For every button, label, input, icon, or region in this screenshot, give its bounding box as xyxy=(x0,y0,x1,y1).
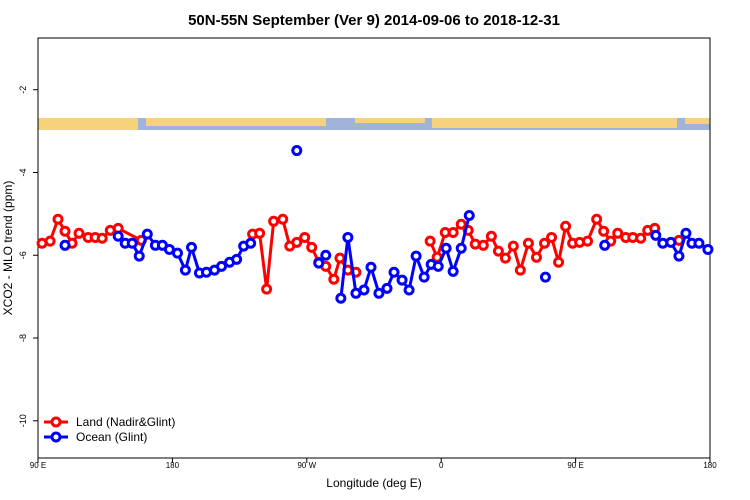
series-marker xyxy=(334,252,346,264)
series-marker xyxy=(410,250,422,262)
land-ocean-strip xyxy=(38,118,710,130)
series-marker xyxy=(306,241,318,253)
legend-label: Ocean (Glint) xyxy=(76,430,147,444)
series-marker xyxy=(291,236,303,248)
series-marker xyxy=(463,210,475,222)
series-marker xyxy=(73,227,85,239)
series-marker xyxy=(635,232,647,244)
series-marker xyxy=(598,225,610,237)
series-marker xyxy=(133,250,145,262)
series-marker xyxy=(320,249,332,261)
series-marker xyxy=(126,237,138,249)
series-marker xyxy=(44,235,56,247)
series-marker xyxy=(388,266,400,278)
series-marker xyxy=(560,220,572,232)
series-marker xyxy=(335,292,347,304)
series-marker xyxy=(455,218,467,230)
series-marker xyxy=(530,251,542,263)
series-marker xyxy=(59,225,71,237)
series-marker xyxy=(418,271,430,283)
legend-marker xyxy=(50,431,62,443)
series-marker xyxy=(553,256,565,268)
series-marker xyxy=(328,273,340,285)
series-marker xyxy=(254,227,266,239)
series-marker xyxy=(313,257,325,269)
series-marker xyxy=(179,264,191,276)
series-marker xyxy=(424,235,436,247)
series-marker xyxy=(591,213,603,225)
series-marker xyxy=(680,227,692,239)
series-marker xyxy=(485,230,497,242)
y-axis-label: XCO2 - MLO trend (ppm) xyxy=(1,181,15,316)
series-marker xyxy=(447,226,459,238)
series-marker xyxy=(291,145,303,157)
series-marker xyxy=(650,229,662,241)
series-marker xyxy=(665,236,677,248)
series-marker xyxy=(245,237,257,249)
series-marker xyxy=(403,284,415,296)
x-tick-label: 180 xyxy=(166,461,180,470)
series-marker xyxy=(52,213,64,225)
series-marker xyxy=(539,271,551,283)
series-marker xyxy=(477,239,489,251)
x-tick-label: 0 xyxy=(439,461,444,470)
x-tick-label: 90 E xyxy=(567,461,583,470)
series-marker xyxy=(693,237,705,249)
y-tick-label: -6 xyxy=(18,251,28,259)
series-marker xyxy=(342,231,354,243)
x-tick-label: 180 xyxy=(703,461,717,470)
series-marker xyxy=(358,284,370,296)
series-marker xyxy=(455,242,467,254)
legend-marker xyxy=(50,416,62,428)
y-tick-label: -8 xyxy=(18,334,28,342)
series-marker xyxy=(299,231,311,243)
series-marker xyxy=(673,250,685,262)
series-marker xyxy=(539,237,551,249)
series-line xyxy=(339,215,471,299)
series-marker xyxy=(277,213,289,225)
series-marker xyxy=(440,242,452,254)
chart-title: 50N-55N September (Ver 9) 2014-09-06 to … xyxy=(188,12,560,29)
series-marker xyxy=(612,227,624,239)
series-marker xyxy=(59,239,71,251)
series-marker xyxy=(514,264,526,276)
series-marker xyxy=(96,232,108,244)
legend-label: Land (Nadir&Glint) xyxy=(76,415,175,429)
y-tick-label: -4 xyxy=(18,168,28,176)
series-marker xyxy=(141,228,153,240)
x-axis-label: Longitude (deg E) xyxy=(326,476,421,490)
y-tick-label: -2 xyxy=(18,86,28,94)
series-marker xyxy=(447,265,459,277)
series-marker xyxy=(499,252,511,264)
series-marker xyxy=(231,253,243,265)
series-marker xyxy=(582,235,594,247)
series-marker xyxy=(702,243,714,255)
series-marker xyxy=(171,247,183,259)
series-marker xyxy=(373,287,385,299)
series-marker xyxy=(261,283,273,295)
x-tick-label: 90 E xyxy=(30,461,46,470)
series-marker xyxy=(546,231,558,243)
series-marker xyxy=(507,240,519,252)
series-marker xyxy=(186,241,198,253)
series-marker xyxy=(396,274,408,286)
series-marker xyxy=(599,239,611,251)
y-tick-label: -10 xyxy=(18,414,28,427)
series-marker xyxy=(268,215,280,227)
series-marker xyxy=(492,245,504,257)
series-marker xyxy=(432,260,444,272)
series-marker xyxy=(522,237,534,249)
series-marker xyxy=(365,261,377,273)
series-marker xyxy=(112,230,124,242)
series-marker xyxy=(381,282,393,294)
x-tick-label: 90 W xyxy=(297,461,316,470)
series-marker xyxy=(163,243,175,255)
series-marker xyxy=(216,260,228,272)
